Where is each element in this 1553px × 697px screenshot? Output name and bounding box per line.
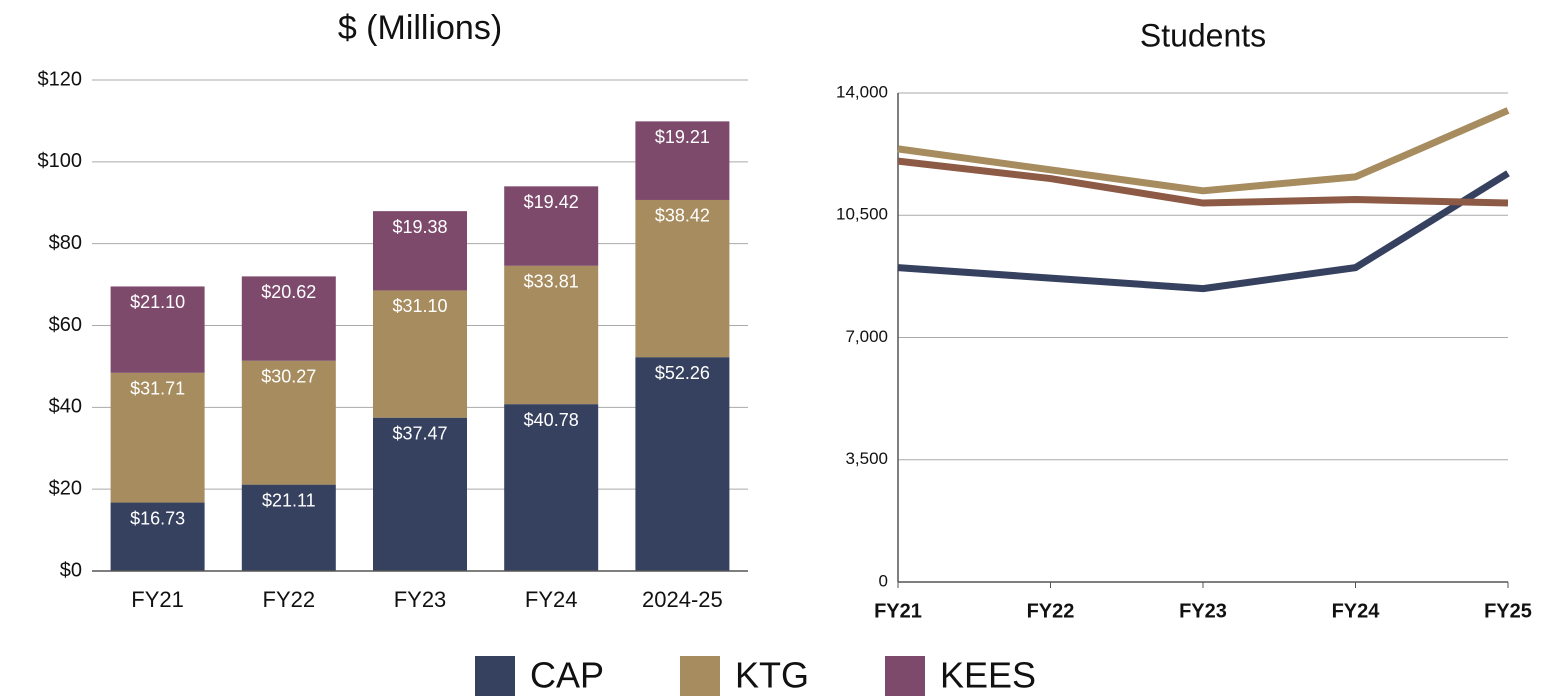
bar-segment — [373, 290, 467, 418]
line-series — [897, 107, 1510, 195]
bar-segment — [504, 265, 599, 405]
bar-segment — [373, 211, 467, 291]
bar-segment — [241, 360, 336, 485]
y-tick-label: $20 — [49, 477, 82, 499]
bar-segment — [110, 286, 205, 373]
bar-segment — [110, 372, 205, 503]
bar-segment — [373, 417, 467, 571]
x-tick-label: FY22 — [263, 587, 316, 612]
data-label: $19.21 — [655, 127, 710, 147]
legend-label: KEES — [940, 655, 1036, 696]
line-series — [897, 170, 1510, 293]
y-tick-label: 10,500 — [836, 205, 888, 224]
bar-segment — [504, 186, 599, 266]
x-tick-label: FY25 — [1484, 600, 1532, 622]
legend-swatch — [680, 656, 720, 696]
x-tick-label: FY23 — [1179, 600, 1227, 622]
data-label: $33.81 — [524, 272, 579, 292]
y-tick-label: $120 — [38, 68, 83, 90]
x-tick-label: FY22 — [1027, 600, 1075, 622]
y-tick-label: 14,000 — [836, 82, 888, 101]
data-label: $21.10 — [130, 292, 185, 312]
y-tick-label: 7,000 — [845, 327, 888, 346]
bar-segment — [635, 357, 730, 571]
data-label: $38.42 — [655, 206, 710, 226]
data-label: $19.38 — [392, 217, 447, 237]
x-tick-label: FY21 — [131, 587, 184, 612]
legend-label: CAP — [530, 655, 604, 696]
data-label: $30.27 — [261, 367, 316, 387]
bar-segment — [110, 502, 205, 571]
bar-segment — [635, 199, 730, 358]
line-series — [897, 157, 1509, 207]
data-label: $31.10 — [392, 296, 447, 316]
y-tick-label: $0 — [60, 559, 82, 581]
data-label: $37.47 — [392, 423, 447, 443]
bar-segment — [504, 404, 599, 571]
x-tick-label: FY24 — [1332, 600, 1381, 622]
x-tick-label: 2024-25 — [642, 587, 723, 612]
y-tick-label: $100 — [38, 150, 83, 172]
legend-swatch — [475, 656, 515, 696]
data-label: $31.71 — [130, 379, 185, 399]
legend-label: KTG — [735, 655, 809, 696]
data-label: $20.62 — [261, 282, 316, 302]
x-tick-label: FY24 — [525, 587, 578, 612]
data-label: $16.73 — [130, 508, 185, 528]
data-label: $21.11 — [262, 490, 316, 510]
data-label: $52.26 — [655, 363, 710, 383]
x-tick-label: FY21 — [874, 600, 922, 622]
chart-title: Students — [1140, 17, 1266, 53]
data-label: $19.42 — [524, 192, 579, 212]
chart-title: $ (Millions) — [338, 9, 502, 47]
y-tick-label: 0 — [879, 571, 888, 590]
y-tick-label: $40 — [49, 396, 82, 418]
y-tick-label: $60 — [49, 314, 82, 336]
bar-segment — [241, 484, 336, 571]
y-tick-label: 3,500 — [845, 449, 888, 468]
data-label: $40.78 — [524, 410, 579, 430]
bar-segment — [635, 121, 730, 200]
x-tick-label: FY23 — [394, 587, 447, 612]
bar-segment — [241, 276, 336, 361]
y-tick-label: $80 — [49, 232, 82, 254]
legend-swatch — [885, 656, 925, 696]
